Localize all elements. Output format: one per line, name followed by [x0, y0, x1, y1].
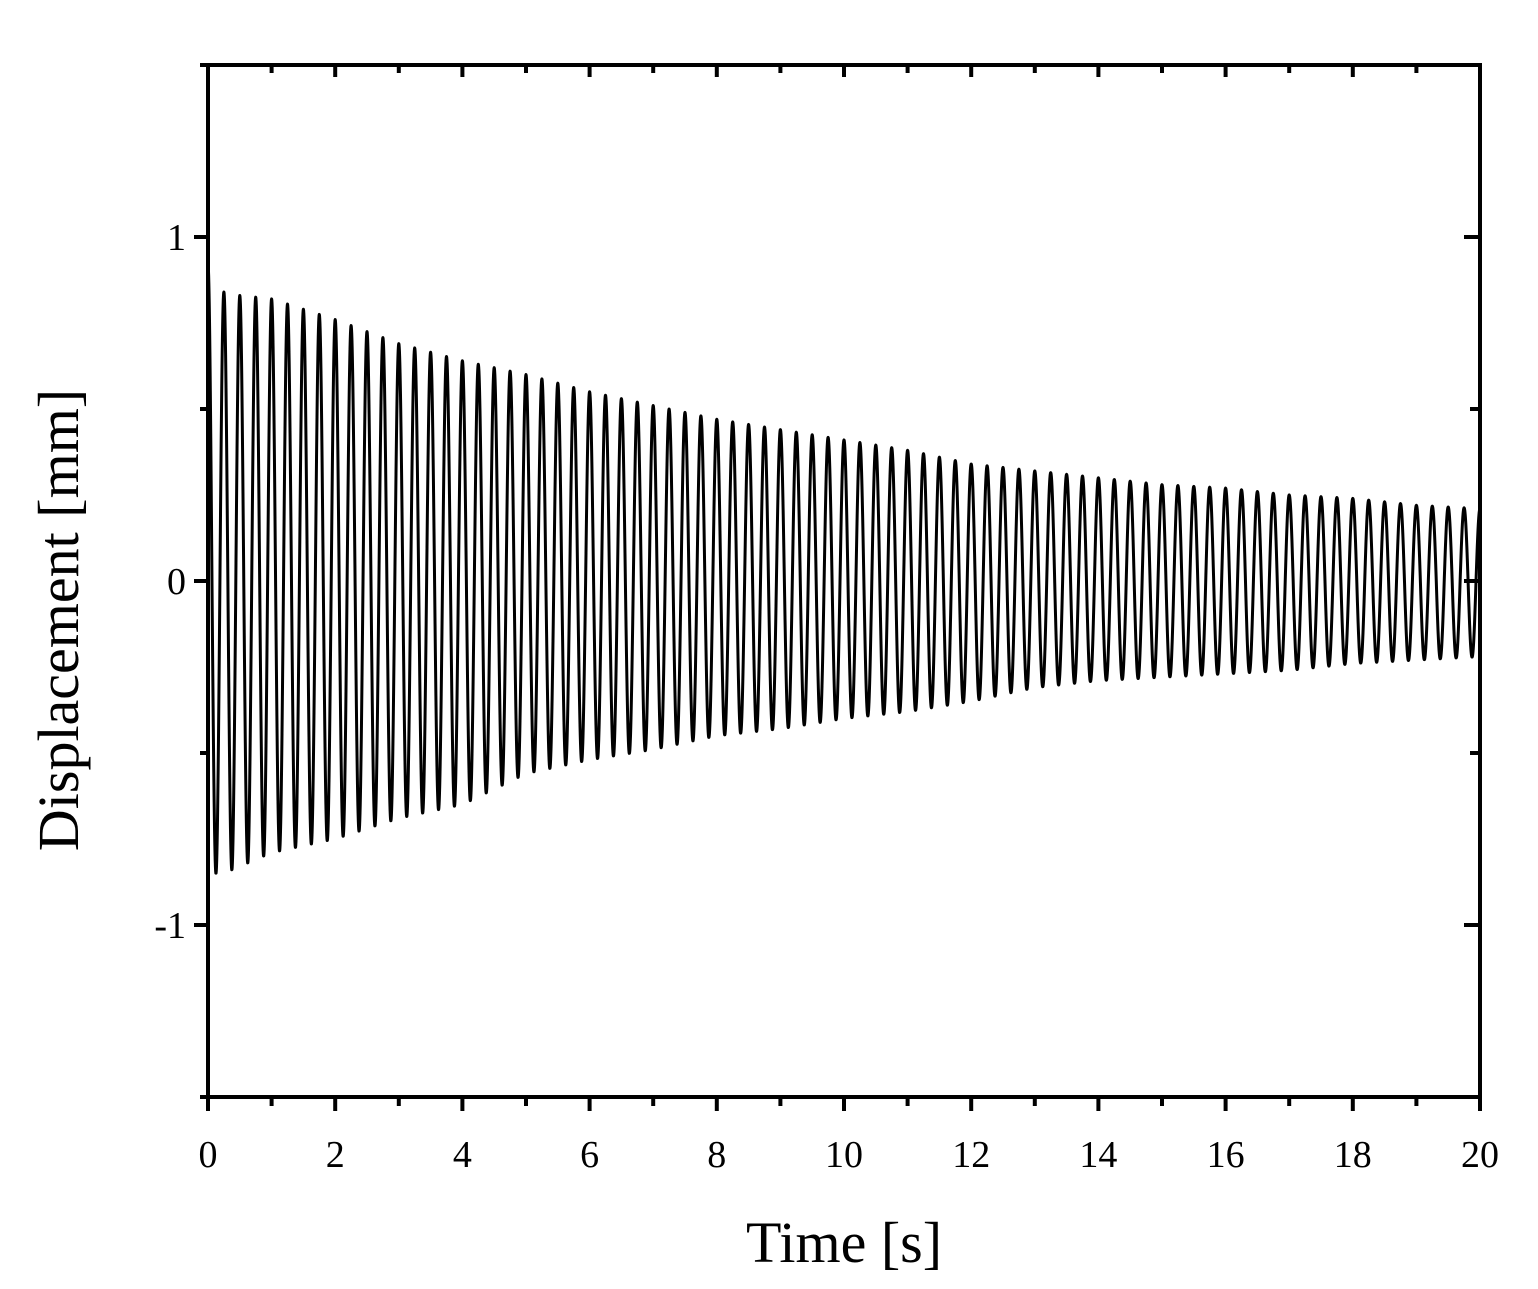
y-tick-label--1: -1 [154, 905, 186, 947]
y-tick-labels: -1 0 1 [154, 217, 186, 947]
x-tick-label-18: 18 [1334, 1134, 1372, 1176]
x-tick-label-14: 14 [1079, 1134, 1117, 1176]
x-tick-label-20: 20 [1461, 1134, 1499, 1176]
x-axis-title: Time [s] [746, 1210, 942, 1275]
y-tick-label-1: 1 [167, 217, 186, 259]
x-tick-label-0: 0 [199, 1134, 218, 1176]
y-axis-title: Displacement [mm] [26, 389, 91, 851]
x-tick-label-12: 12 [952, 1134, 990, 1176]
x-tick-label-6: 6 [580, 1134, 599, 1176]
y-tick-label-0: 0 [167, 561, 186, 603]
displacement-series-line [206, 264, 1482, 875]
plot-frame [206, 63, 1482, 1099]
x-tick-label-16: 16 [1207, 1134, 1245, 1176]
x-tick-label-4: 4 [453, 1134, 472, 1176]
x-tick-labels: 0 2 4 6 8 10 12 14 16 18 20 [199, 1134, 1500, 1176]
x-major-ticks [206, 65, 1482, 1111]
x-tick-label-8: 8 [707, 1134, 726, 1176]
x-tick-label-10: 10 [825, 1134, 863, 1176]
x-tick-label-2: 2 [326, 1134, 345, 1176]
